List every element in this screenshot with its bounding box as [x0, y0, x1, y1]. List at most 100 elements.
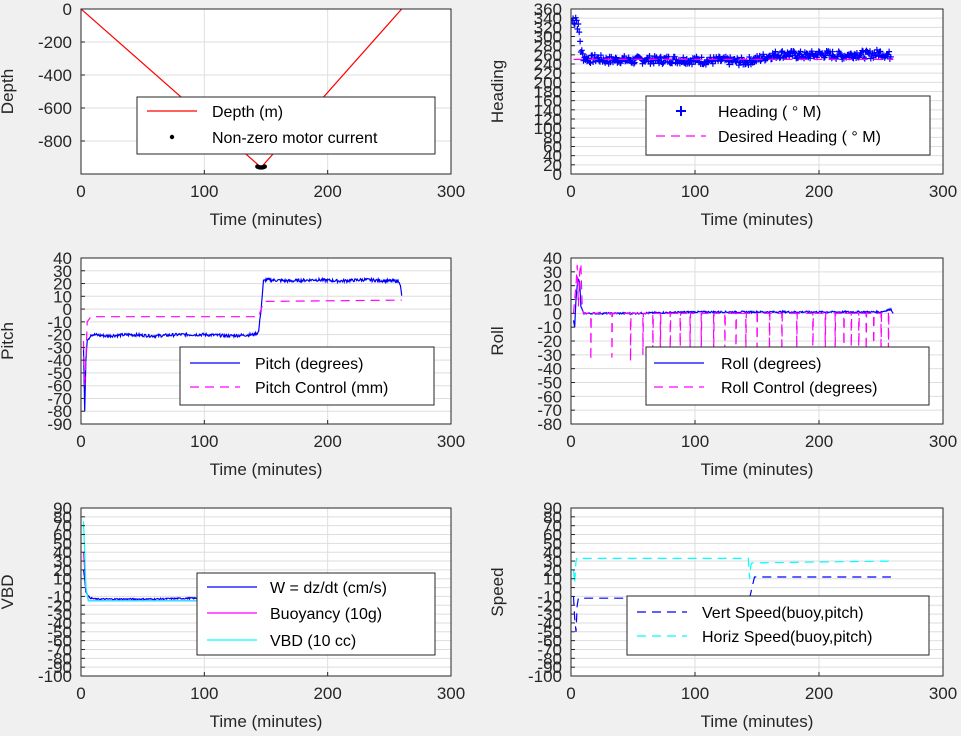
y-tick-label: 0 [553, 579, 562, 598]
y-tick-label: 220 [534, 64, 562, 83]
y-tick-label: -80 [47, 402, 72, 421]
y-tick-label: -20 [47, 326, 72, 345]
series-pitch-control-mm [82, 299, 402, 386]
legend-box [645, 95, 931, 156]
y-tick-label: 40 [543, 249, 562, 268]
x-tick-label: 300 [437, 432, 465, 451]
y-tick-label: -80 [537, 649, 562, 668]
legend-label: Desired Heading ( ° M) [718, 129, 881, 146]
x-tick-label: 300 [929, 182, 957, 201]
y-tick-label: -600 [38, 99, 72, 118]
y-tick-label: 0 [553, 304, 562, 323]
legend-label: Roll Control (degrees) [721, 380, 878, 397]
y-axis-label: Pitch [0, 322, 17, 360]
series-horiz-speed-buoy-pitch [572, 556, 891, 584]
legend-label: VBD (10 cc) [270, 633, 356, 650]
legend: Roll (degrees) Roll Control (degrees) [645, 346, 930, 406]
axes-frame [80, 257, 452, 425]
y-tick-label: 360 [534, 0, 562, 19]
y-tick-label: 240 [534, 55, 562, 74]
y-tick-label: 10 [543, 291, 562, 310]
y-tick-label: 180 [534, 83, 562, 102]
y-tick-label: 80 [543, 128, 562, 147]
y-axis-label: VBD [0, 575, 17, 610]
y-tick-label: 60 [53, 526, 72, 545]
legend-label: Buoyancy (10g) [270, 606, 382, 623]
legend-label: Depth (m) [212, 104, 283, 121]
legend-box [179, 346, 435, 406]
y-tick-label: -80 [47, 649, 72, 668]
legend: Vert Speed(buoy,pitch) Horiz Speed(buoy,p… [626, 595, 930, 656]
y-tick-label: -50 [537, 623, 562, 642]
y-tick-label: 0 [63, 300, 72, 319]
y-tick-label: 30 [543, 263, 562, 282]
y-tick-label: 300 [534, 28, 562, 47]
y-tick-label: -20 [537, 332, 562, 351]
y-tick-label: 0 [63, 0, 72, 19]
x-tick-label: 0 [76, 684, 85, 703]
y-tick-label: 160 [534, 92, 562, 111]
y-tick-label: -70 [47, 389, 72, 408]
y-tick-label: -40 [537, 360, 562, 379]
y-tick-label: 60 [543, 138, 562, 157]
y-tick-label: 80 [53, 508, 72, 527]
x-tick-label: 300 [437, 182, 465, 201]
y-tick-label: -10 [47, 587, 72, 606]
y-tick-label: 60 [543, 526, 562, 545]
y-tick-label: 70 [53, 517, 72, 536]
y-tick-label: 20 [543, 156, 562, 175]
y-tick-label: -60 [47, 377, 72, 396]
x-tick-label: 200 [805, 432, 833, 451]
y-tick-label: 40 [543, 543, 562, 562]
axes-frame [80, 507, 452, 677]
y-tick-label: 40 [543, 147, 562, 166]
y-tick-label: -30 [537, 605, 562, 624]
legend-label: Pitch (degrees) [255, 356, 364, 373]
legend-label: W = dz/dt (cm/s) [270, 580, 387, 597]
legend-swatch [676, 106, 686, 116]
y-tick-label: -70 [537, 401, 562, 420]
x-tick-label: 100 [190, 684, 218, 703]
series-heading-m-points [571, 14, 894, 69]
data-layer [572, 263, 894, 362]
y-tick-label: -70 [47, 640, 72, 659]
x-axis-label: Time (minutes) [701, 460, 814, 479]
y-tick-label: 140 [534, 101, 562, 120]
y-tick-label: -400 [38, 66, 72, 85]
x-tick-label: 0 [566, 432, 575, 451]
y-tick-label: -60 [537, 632, 562, 651]
y-tick-label: 120 [534, 110, 562, 129]
x-axis-label: Time (minutes) [701, 712, 814, 731]
legend: W = dz/dt (cm/s) Buoyancy (10g) VBD (10 cc… [196, 572, 436, 656]
x-axis-label: Time (minutes) [210, 712, 323, 731]
x-tick-label: 0 [76, 182, 85, 201]
y-tick-label: -50 [47, 623, 72, 642]
x-tick-label: 200 [805, 684, 833, 703]
x-tick-label: 200 [313, 432, 341, 451]
x-tick-label: 100 [681, 432, 709, 451]
x-tick-label: 100 [190, 182, 218, 201]
legend: Pitch (degrees) Pitch Control (mm) [179, 346, 435, 406]
y-axis-label: Speed [488, 567, 507, 616]
y-tick-label: 30 [53, 262, 72, 281]
chart-vbd: 0 100 200 3009080706050403020100-10-20-30-4… [0, 499, 465, 731]
y-tick-label: 20 [543, 277, 562, 296]
y-tick-label: -10 [537, 587, 562, 606]
y-tick-label: -70 [537, 640, 562, 659]
y-tick-label: -20 [47, 596, 72, 615]
y-tick-label: 30 [53, 552, 72, 571]
y-tick-label: -40 [47, 614, 72, 633]
y-tick-label: -60 [537, 387, 562, 406]
y-tick-label: -60 [47, 632, 72, 651]
y-tick-label: -30 [47, 605, 72, 624]
x-tick-label: 0 [566, 182, 575, 201]
chart-heading: 0 100 200 300020406080100120140160180200220… [488, 0, 957, 229]
y-axis-label: Depth [0, 69, 17, 114]
y-tick-label: 20 [543, 561, 562, 580]
x-tick-label: 100 [681, 684, 709, 703]
x-tick-label: 300 [929, 432, 957, 451]
y-tick-label: -30 [47, 338, 72, 357]
chart-roll: 0 100 200 300403020100-10-20-30-40-50-60-70… [488, 249, 957, 479]
x-tick-label: 300 [929, 684, 957, 703]
